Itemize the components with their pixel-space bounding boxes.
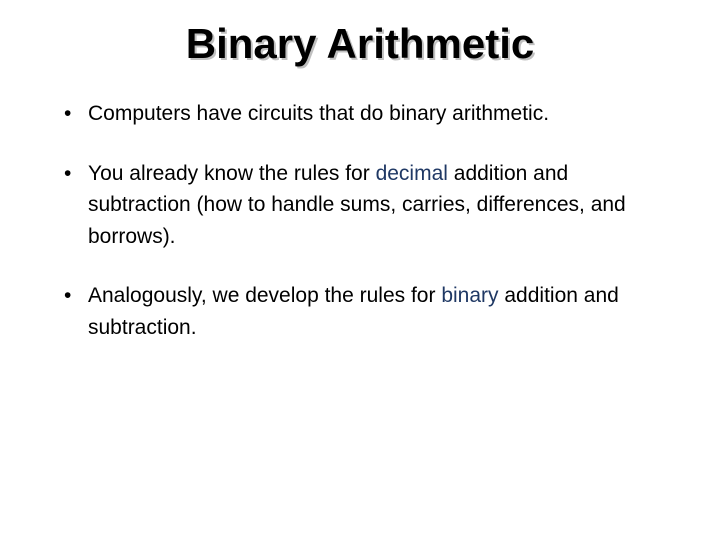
slide-title-text: Binary Arithmetic bbox=[186, 20, 535, 67]
bullet-text-pre: You already know the rules for bbox=[88, 162, 376, 185]
bullet-item: You already know the rules for decimal a… bbox=[60, 158, 670, 253]
bullet-text-pre: Computers have circuits that do binary a… bbox=[88, 102, 549, 125]
bullet-item: Computers have circuits that do binary a… bbox=[60, 98, 670, 130]
slide: Binary Arithmetic Binary Arithmetic Comp… bbox=[0, 0, 720, 540]
bullet-text-pre: Analogously, we develop the rules for bbox=[88, 284, 441, 307]
slide-title: Binary Arithmetic Binary Arithmetic bbox=[50, 20, 670, 68]
bullet-text-highlight: binary bbox=[441, 284, 498, 307]
bullet-text-highlight: decimal bbox=[376, 162, 448, 185]
bullet-item: Analogously, we develop the rules for bi… bbox=[60, 280, 670, 343]
bullet-list: Computers have circuits that do binary a… bbox=[60, 98, 670, 343]
